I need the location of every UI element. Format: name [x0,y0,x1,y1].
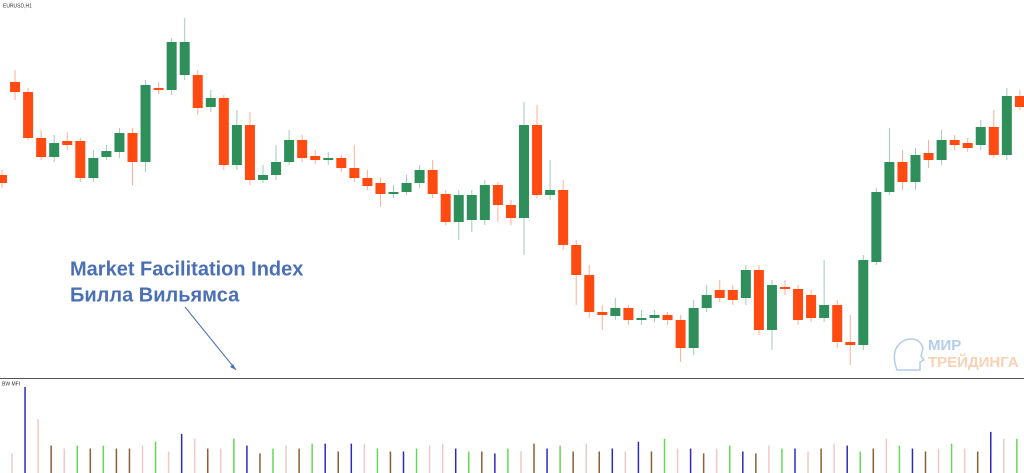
candle-body [597,312,608,315]
candle-body [832,305,843,342]
candle-body [271,162,282,175]
candle-body [1014,96,1024,107]
candle-body [740,270,751,298]
candle-body [988,127,999,155]
candle-body [636,318,647,320]
candle-body [1001,96,1012,155]
indicator-label: BW MFI [2,381,20,387]
candle-body [453,195,464,222]
candle-body [75,141,86,178]
candle-body [10,82,21,92]
candle-body [623,308,634,320]
candle-body [505,205,516,218]
candle-body [349,168,360,178]
candle-body [910,155,921,182]
candle-body [153,88,164,90]
candle-body [610,308,621,316]
candle-body [88,158,99,178]
logo-text: МИР [928,337,961,354]
candle-body [845,342,856,345]
candle-body [532,125,543,195]
candle-body [727,290,738,300]
logo-icon [893,338,926,371]
candle-body [401,183,412,192]
candle-body [218,98,229,165]
candle-body [231,125,242,165]
candle-area [0,18,1024,365]
candle-body [949,140,960,145]
symbol-label: EURUSD,H1 [3,3,32,9]
candle-body [688,308,699,348]
candle-body [858,260,869,345]
candle-body [558,190,569,245]
candle-body [205,98,216,107]
candle-body [584,275,595,312]
candle-body [258,175,268,180]
candle-body [675,320,686,348]
candle-body [479,185,490,220]
candle-body [714,290,725,298]
candle-body [49,143,60,157]
candle-body [362,178,373,186]
candle-body [753,270,764,330]
candle-body [101,151,112,157]
candle-body [297,140,308,158]
arrow [184,306,237,371]
annotation: Билла Вильямса [70,284,240,306]
candle-body [62,141,73,145]
logo: МИР ТРЕЙДИНГА [893,337,1019,371]
candle-body [323,158,334,160]
candle-body [962,143,973,148]
candle-body [662,315,673,320]
candle-body [310,156,321,160]
candle-body [923,153,934,160]
candle-body [871,192,882,262]
candle-body [388,192,399,194]
candle-body [545,190,556,195]
candle-body [793,289,804,320]
candle-body [440,194,451,222]
candle-body [336,158,347,168]
candle-body [114,133,125,152]
candle-body [897,162,908,182]
logo-text: ТРЕЙДИНГА [928,353,1019,371]
candle-body [649,315,660,318]
candle-body [936,140,947,160]
candle-body [427,170,438,194]
candle-body [127,133,138,162]
candle-body [0,175,7,183]
candle-body [780,287,790,289]
candle-body [166,42,177,90]
candle-body [466,195,477,220]
candle-body [179,42,190,75]
candle-body [244,125,255,180]
candle-body [819,305,830,318]
candle-body [375,183,386,194]
annotation: Market Facilitation Index [70,258,303,280]
arrow-head [230,364,236,370]
candle-body [192,75,203,108]
candle-body [284,140,295,162]
candle-body [414,170,425,183]
candle-body [571,245,582,275]
candle-body [806,295,817,318]
candle-body [884,162,895,192]
candle-body [975,127,986,145]
candle-body [519,125,529,218]
candle-body [492,185,503,205]
candle-body [701,295,712,308]
candle-body [766,285,777,330]
candle-body [23,92,34,138]
candle-body [36,138,47,157]
candle-body [140,85,151,162]
